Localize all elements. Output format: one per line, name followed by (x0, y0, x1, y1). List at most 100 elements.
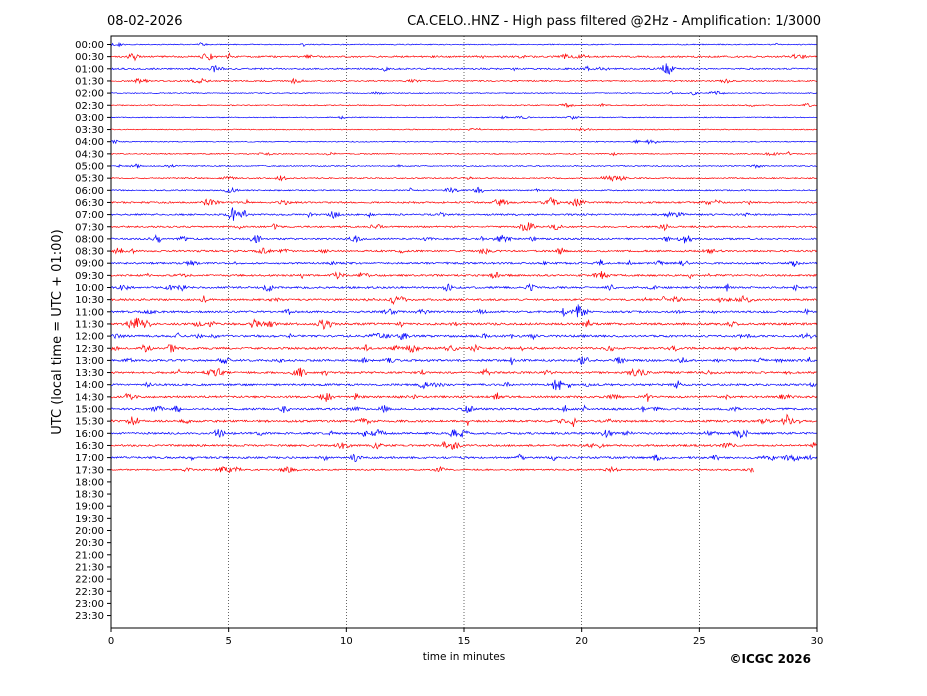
seismic-trace (110, 453, 817, 463)
y-tick-label: 01:30 (75, 76, 104, 87)
seismic-trace (110, 295, 817, 305)
y-tick-label: 21:00 (75, 550, 104, 561)
y-tick-label: 13:30 (75, 368, 104, 379)
seismic-trace (110, 63, 817, 75)
seismic-trace (110, 282, 817, 293)
y-tick-label: 23:30 (75, 611, 104, 622)
y-tick-label: 10:00 (75, 283, 104, 294)
y-tick-label: 13:00 (75, 356, 104, 367)
seismic-trace (110, 102, 817, 109)
y-tick-label: 02:30 (75, 101, 104, 112)
x-tick-label: 0 (108, 636, 114, 647)
y-tick-label: 22:00 (75, 575, 104, 586)
y-tick-label: 19:00 (75, 502, 104, 513)
grid-lines (228, 36, 700, 628)
copyright-label: ©ICGC 2026 (729, 652, 811, 666)
seismic-trace (110, 379, 817, 391)
y-tick-label: 12:00 (75, 332, 104, 343)
x-tick-label: 20 (575, 636, 588, 647)
seismic-trace (110, 163, 817, 169)
y-tick-label: 11:00 (75, 307, 104, 318)
seismic-trace (110, 115, 817, 121)
y-tick-label: 19:30 (75, 514, 104, 525)
y-tick-label: 18:00 (75, 477, 104, 488)
seismic-trace (110, 332, 817, 341)
y-tick-label: 15:30 (75, 417, 104, 428)
seismic-trace (110, 465, 754, 474)
x-axis-label: time in minutes (423, 651, 505, 663)
x-tick-label: 10 (340, 636, 353, 647)
y-tick-label: 08:00 (75, 234, 104, 245)
seismic-trace (110, 233, 817, 244)
seismic-trace (110, 429, 817, 439)
y-tick-label: 04:30 (75, 149, 104, 160)
y-tick-label: 07:30 (75, 222, 104, 233)
seismic-trace (110, 174, 817, 182)
y-tick-label: 17:30 (75, 465, 104, 476)
y-tick-label: 23:00 (75, 599, 104, 610)
seismic-trace (110, 367, 817, 377)
seismic-trace (110, 247, 817, 255)
seismic-trace (110, 413, 817, 428)
chart-title: CA.CELO..HNZ - High pass filtered @2Hz -… (407, 14, 821, 29)
seismic-trace (110, 317, 817, 331)
seismic-trace (110, 197, 817, 207)
y-tick-label: 09:00 (75, 259, 104, 270)
seismic-trace (110, 127, 817, 132)
seismic-trace (110, 90, 817, 96)
date-label: 08-02-2026 (107, 14, 183, 29)
y-tick-label: 01:00 (75, 64, 104, 75)
y-tick-label: 05:30 (75, 174, 104, 185)
seismic-trace (110, 392, 817, 402)
y-tick-label: 03:30 (75, 125, 104, 136)
seismic-trace (110, 304, 817, 318)
seismic-trace (110, 404, 817, 414)
y-tick-label: 18:30 (75, 490, 104, 501)
y-tick-label: 00:30 (75, 52, 104, 63)
y-tick-label: 21:30 (75, 562, 104, 573)
plot-frame (110, 35, 818, 629)
y-tick-label: 04:00 (75, 137, 104, 148)
seismic-trace (110, 259, 817, 267)
y-tick-label: 17:00 (75, 453, 104, 464)
x-tick-label: 15 (458, 636, 471, 647)
y-tick-label: 08:30 (75, 247, 104, 258)
y-tick-label: 14:30 (75, 392, 104, 403)
y-tick-label: 20:30 (75, 538, 104, 549)
y-tick-label: 05:00 (75, 162, 104, 173)
y-tick-label: 00:00 (75, 40, 104, 51)
y-tick-label: 16:30 (75, 441, 104, 452)
seismic-trace (110, 207, 817, 221)
y-tick-label: 02:00 (75, 89, 104, 100)
y-tick-label: 15:00 (75, 405, 104, 416)
y-tick-label: 07:00 (75, 210, 104, 221)
seismic-trace (110, 440, 817, 450)
seismic-trace (110, 270, 817, 280)
seismic-trace (110, 150, 817, 157)
y-tick-label: 03:00 (75, 113, 104, 124)
y-tick-label: 12:30 (75, 344, 104, 355)
x-tick-label: 25 (693, 636, 706, 647)
seismic-trace (110, 41, 817, 48)
y-tick-label: 14:00 (75, 380, 104, 391)
y-tick-label: 22:30 (75, 587, 104, 598)
x-axis-ticks: 0 5 10 15 20 25 30 (108, 628, 823, 647)
seismic-trace (110, 186, 817, 194)
seismic-trace (110, 343, 817, 353)
y-tick-label: 06:30 (75, 198, 104, 209)
y-axis-label: UTC (local time = UTC + 01:00) (50, 229, 65, 434)
y-tick-label: 09:30 (75, 271, 104, 282)
y-tick-label: 10:30 (75, 295, 104, 306)
x-tick-label: 5 (225, 636, 231, 647)
y-tick-label: 20:00 (75, 526, 104, 537)
seismic-trace (110, 222, 817, 232)
seismic-traces (110, 41, 817, 474)
y-tick-label: 06:00 (75, 186, 104, 197)
seismic-trace (110, 138, 817, 145)
y-tick-label: 11:30 (75, 319, 104, 330)
seismic-trace (110, 77, 817, 85)
seismic-trace (110, 52, 817, 62)
y-tick-label: 16:00 (75, 429, 104, 440)
